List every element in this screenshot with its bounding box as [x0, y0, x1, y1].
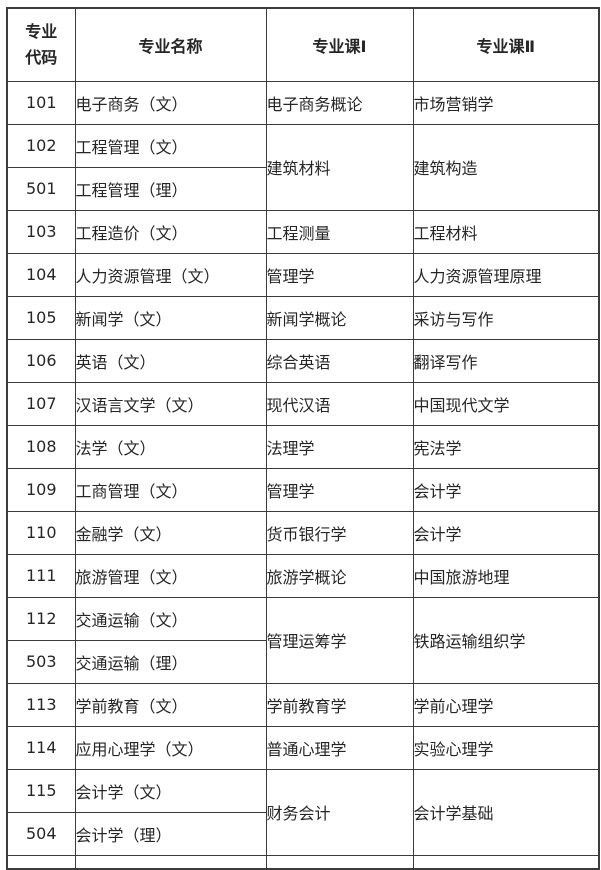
course1-cell: 法理学: [265, 424, 414, 469]
course1-cell: 管理学: [265, 467, 414, 512]
table-body: 101 电子商务（文） 电子商务概论 市场营销学 102 工程管理（文） 建筑材…: [6, 80, 600, 870]
major-code: 112: [6, 596, 76, 641]
major-code: 114: [6, 725, 76, 770]
course1-cell: 综合英语: [265, 338, 414, 383]
course2-cell: 翻译写作: [412, 338, 600, 383]
major-name: 英语（文）: [74, 338, 267, 383]
table-row: 109 工商管理（文） 管理学 会计学: [6, 467, 600, 512]
course1-cell-merged: 建筑材料: [265, 123, 414, 211]
course2-cell: 市场营销学: [412, 80, 600, 125]
major-code: 101: [6, 80, 76, 125]
table-row: 114 应用心理学（文） 普通心理学 实验心理学: [6, 725, 600, 770]
empty-cell: [265, 854, 414, 870]
major-name: 会计学（文）: [74, 768, 267, 813]
major-code: 103: [6, 209, 76, 254]
table-row: 111 旅游管理（文） 旅游学概论 中国旅游地理: [6, 553, 600, 598]
course1-cell: 货币银行学: [265, 510, 414, 555]
course1-cell-merged: 管理运筹学: [265, 596, 414, 684]
course2-cell: 宪法学: [412, 424, 600, 469]
course1-cell: 管理学: [265, 252, 414, 297]
majors-table: 专业 代码 专业名称 专业课Ⅰ 专业课Ⅱ 101 电子商务（文） 电子商务概论 …: [6, 7, 600, 870]
course2-cell: 实验心理学: [412, 725, 600, 770]
table-row: 108 法学（文） 法理学 宪法学: [6, 424, 600, 469]
course2-cell: 中国现代文学: [412, 381, 600, 426]
course2-cell: 工程材料: [412, 209, 600, 254]
major-name: 学前教育（文）: [74, 682, 267, 727]
table-row: 113 学前教育（文） 学前教育学 学前心理学: [6, 682, 600, 727]
header-course2: 专业课Ⅱ: [412, 7, 600, 82]
major-code: 503: [6, 639, 76, 684]
major-name: 工程管理（理）: [74, 166, 267, 211]
course2-cell: 会计学: [412, 510, 600, 555]
table-row: 103 工程造价（文） 工程测量 工程材料: [6, 209, 600, 254]
course2-cell: 采访与写作: [412, 295, 600, 340]
major-name: 电子商务（文）: [74, 80, 267, 125]
table-row: 107 汉语言文学（文） 现代汉语 中国现代文学: [6, 381, 600, 426]
major-code: 108: [6, 424, 76, 469]
header-code-line2: 代码: [25, 47, 58, 67]
empty-cell: [412, 854, 600, 870]
header-course1: 专业课Ⅰ: [265, 7, 414, 82]
table-row: 105 新闻学（文） 新闻学概论 采访与写作: [6, 295, 600, 340]
table-row: 102 工程管理（文） 建筑材料 建筑构造: [6, 123, 600, 211]
course2-cell-merged: 会计学基础: [412, 768, 600, 856]
major-code: 105: [6, 295, 76, 340]
major-name: 应用心理学（文）: [74, 725, 267, 770]
empty-cell: [74, 854, 267, 870]
major-code: 113: [6, 682, 76, 727]
table-header: 专业 代码 专业名称 专业课Ⅰ 专业课Ⅱ: [6, 7, 600, 82]
major-name: 工商管理（文）: [74, 467, 267, 512]
major-code: 111: [6, 553, 76, 598]
table-row: 115 会计学（文） 财务会计 会计学基础: [6, 768, 600, 856]
table-row: 501 工程管理（理）: [6, 166, 599, 211]
table-row: 110 金融学（文） 货币银行学 会计学: [6, 510, 600, 555]
major-name: 交通运输（理）: [74, 639, 267, 684]
header-name: 专业名称: [74, 7, 267, 82]
table-row: 504 会计学（理）: [6, 811, 599, 856]
course2-cell-merged: 铁路运输组织学: [412, 596, 600, 684]
table-row: 112 交通运输（文） 管理运筹学 铁路运输组织学: [6, 596, 600, 684]
course1-cell: 现代汉语: [265, 381, 414, 426]
major-code: 501: [6, 166, 76, 211]
table-row: 104 人力资源管理（文） 管理学 人力资源管理原理: [6, 252, 600, 297]
major-name: 会计学（理）: [74, 811, 267, 856]
course1-cell-merged: 财务会计: [265, 768, 414, 856]
major-code: 109: [6, 467, 76, 512]
course1-cell: 工程测量: [265, 209, 414, 254]
course2-cell-merged: 建筑构造: [412, 123, 600, 211]
course2-cell: 学前心理学: [412, 682, 600, 727]
major-name: 法学（文）: [74, 424, 267, 469]
course2-cell: 中国旅游地理: [412, 553, 600, 598]
course1-cell: 普通心理学: [265, 725, 414, 770]
major-name: 新闻学（文）: [74, 295, 267, 340]
major-name: 金融学（文）: [74, 510, 267, 555]
course2-cell: 人力资源管理原理: [412, 252, 600, 297]
major-name: 工程管理（文）: [74, 123, 267, 168]
table-row-partial-cutoff: [6, 854, 600, 870]
course1-cell: 学前教育学: [265, 682, 414, 727]
major-code: 104: [6, 252, 76, 297]
table-row: 503 交通运输（理）: [6, 639, 599, 684]
header-code: 专业 代码: [6, 7, 76, 82]
header-code-line1: 专业: [25, 21, 58, 41]
course1-cell: 新闻学概论: [265, 295, 414, 340]
major-name: 交通运输（文）: [74, 596, 267, 641]
major-name: 汉语言文学（文）: [74, 381, 267, 426]
course1-cell: 电子商务概论: [265, 80, 414, 125]
major-code: 106: [6, 338, 76, 383]
major-code: 107: [6, 381, 76, 426]
major-code: 115: [6, 768, 76, 813]
table-row: 106 英语（文） 综合英语 翻译写作: [6, 338, 600, 383]
major-code: 102: [6, 123, 76, 168]
major-code: 504: [6, 811, 76, 856]
course2-cell: 会计学: [412, 467, 600, 512]
major-name: 旅游管理（文）: [74, 553, 267, 598]
table-row: 101 电子商务（文） 电子商务概论 市场营销学: [6, 80, 600, 125]
major-name: 工程造价（文）: [74, 209, 267, 254]
empty-cell: [6, 854, 76, 870]
header-row: 专业 代码 专业名称 专业课Ⅰ 专业课Ⅱ: [6, 7, 600, 82]
major-code: 110: [6, 510, 76, 555]
course1-cell: 旅游学概论: [265, 553, 414, 598]
major-name: 人力资源管理（文）: [74, 252, 267, 297]
